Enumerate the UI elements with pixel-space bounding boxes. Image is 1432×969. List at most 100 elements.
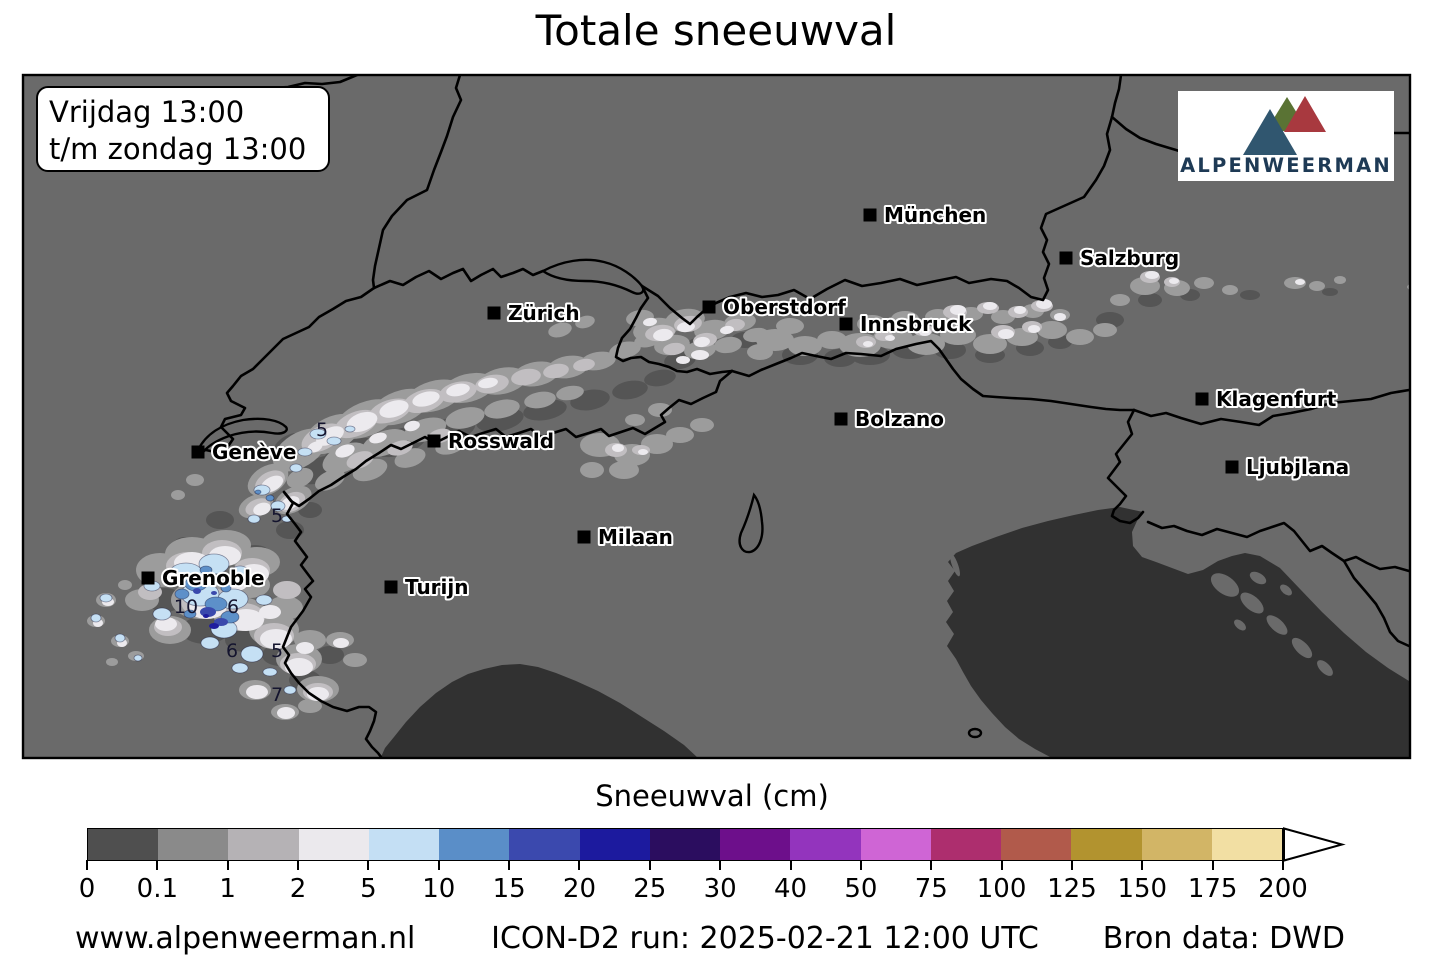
colorbar-tick-label: 15 — [492, 874, 526, 904]
colorbar-tick-label: 50 — [844, 874, 878, 904]
adriatic-islands — [950, 553, 1333, 676]
contour-labels: 5 5 10 6 6 5 7 — [174, 419, 328, 706]
map-frame — [21, 73, 1412, 760]
city-ljubjlana: Ljubjlana — [1225, 453, 1351, 481]
logo-red-triangle-icon — [1284, 96, 1326, 132]
city-grenoble: Grenoble — [141, 564, 267, 592]
footer-website: www.alpenweerman.nl — [75, 921, 416, 956]
city-label: Bolzano — [855, 407, 944, 431]
city-oberstdorf: Oberstdorf — [702, 293, 848, 321]
city-bolzano: Bolzano — [834, 405, 946, 433]
city-label: Oberstdorf — [723, 295, 846, 319]
city-marker — [702, 300, 716, 314]
colorbar-ticks: 0 0.1 1 2 5 10 15 20 25 30 40 50 75 100 125 150 175 200 — [79, 860, 1308, 920]
valid-time-line2: t/m zondag 13:00 — [49, 132, 307, 166]
colorbar-segment-75 — [930, 829, 1002, 860]
colorbar-tick-label: 0 — [78, 874, 96, 904]
colorbar-segment-1 — [228, 829, 299, 860]
colorbar-tick — [578, 860, 581, 870]
city-label: Turijn — [405, 575, 469, 599]
contour-label: 5 — [316, 419, 328, 441]
colorbar-segment-5 — [368, 829, 440, 860]
colorbar-tick-label: 125 — [1047, 874, 1097, 904]
city-marker — [839, 317, 853, 331]
city-marker — [384, 580, 398, 594]
city-marker — [1225, 460, 1239, 474]
snow-band-20-25cm — [203, 614, 219, 629]
colorbar-tick-label: 40 — [773, 874, 808, 904]
city-label: Klagenfurt — [1216, 387, 1337, 411]
footer-model-run: ICON-D2 run: 2025-02-21 12:00 UTC — [491, 921, 1039, 956]
lake-garda — [738, 492, 764, 554]
city-marker — [191, 445, 205, 459]
contour-label: 5 — [271, 505, 283, 527]
colorbar-segment-125 — [1071, 829, 1142, 860]
snow-band-2-5cm — [93, 271, 1305, 719]
city-label: Zürich — [508, 301, 580, 325]
colorbar-extend-arrow-icon — [1283, 827, 1346, 862]
valid-time-box: Vrijdag 13:00 t/m zondag 13:00 — [36, 86, 330, 172]
city-marker — [834, 412, 848, 426]
colorbar-segment-30 — [720, 829, 791, 860]
city-label: München — [884, 203, 986, 227]
colorbar — [87, 828, 1283, 861]
footer: www.alpenweerman.nl ICON-D2 run: 2025-02… — [0, 921, 1432, 963]
colorbar-tick — [367, 860, 370, 870]
city-marker — [1195, 392, 1209, 406]
colorbar-tick-label: 5 — [360, 874, 377, 904]
city-milaan: Milaan — [577, 523, 675, 551]
colorbar-segment-0 — [88, 829, 159, 860]
colorbar-segment-15 — [509, 829, 580, 860]
city-geneve: Genève — [191, 438, 298, 466]
city-marker — [577, 530, 591, 544]
city-marker — [141, 571, 155, 585]
sea-areas — [381, 507, 1409, 758]
colorbar-segment-20 — [579, 829, 650, 860]
city-marker — [427, 434, 441, 448]
city-label: Ljubjlana — [1246, 455, 1349, 479]
colorbar-tick — [789, 860, 792, 870]
city-munchen: München — [863, 201, 988, 229]
colorbar-tick-label: 150 — [1117, 874, 1168, 904]
city-label: Innsbruck — [860, 312, 972, 336]
city-turijn: Turijn — [384, 573, 471, 601]
adriatic-sea — [946, 507, 1409, 758]
colorbar-tick-label: 75 — [914, 874, 948, 904]
contour-label: 6 — [226, 640, 238, 662]
colorbar-tick — [1282, 860, 1284, 870]
colorbar-segment-10 — [439, 829, 510, 860]
colorbar-tick — [226, 860, 229, 870]
city-innsbruck: Innsbruck — [839, 310, 974, 338]
city-marker — [863, 208, 877, 222]
city-marker — [1059, 251, 1073, 265]
city-label: Rosswald — [448, 429, 554, 453]
city-label: Salzburg — [1080, 246, 1179, 270]
colorbar-tick — [508, 860, 511, 870]
colorbar-segment-150 — [1141, 829, 1212, 860]
colorbar-tick — [297, 860, 300, 870]
colorbar-tick — [930, 860, 933, 870]
alpenweerman-logo: ALPENWEERMAN — [1178, 91, 1394, 181]
city-rosswald: Rosswald — [427, 427, 556, 455]
logo-blue-triangle-icon — [1243, 109, 1297, 155]
small-coast-contour — [967, 727, 983, 739]
colorbar-tick-label: 30 — [703, 874, 737, 904]
contour-label: 10 — [174, 596, 198, 618]
colorbar-segment-2 — [298, 829, 369, 860]
colorbar-tick-label: 25 — [633, 874, 667, 904]
ligurian-sea — [381, 664, 698, 758]
footer-data-source: Bron data: DWD — [1102, 921, 1345, 956]
colorbar-segment-175 — [1211, 829, 1282, 860]
colorbar-segment-100 — [1001, 829, 1072, 860]
colorbar-tick — [648, 860, 651, 870]
city-label: Milaan — [598, 525, 673, 549]
lake-constance — [540, 258, 645, 295]
colorbar-segment-40 — [790, 829, 861, 860]
colorbar-tick — [437, 860, 440, 870]
colorbar-tick — [719, 860, 722, 870]
colorbar-segment-25 — [649, 829, 721, 860]
colorbar-tick — [1141, 860, 1144, 870]
logo-text: ALPENWEERMAN — [1180, 154, 1392, 177]
